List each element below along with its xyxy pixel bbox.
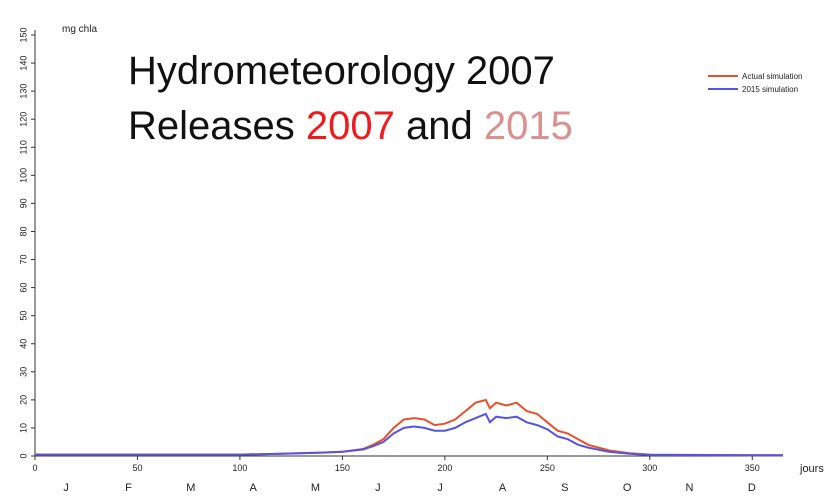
annotation-line2: Releases 2007 and 2015 bbox=[128, 104, 573, 148]
y-tick-label: 150 bbox=[18, 27, 28, 42]
month-label: J bbox=[375, 482, 381, 494]
month-label: A bbox=[499, 482, 507, 494]
month-label: M bbox=[311, 482, 320, 494]
annotation-line1: Hydrometeorology 2007 bbox=[128, 49, 555, 93]
month-label: N bbox=[686, 482, 694, 494]
x-tick-label: 0 bbox=[32, 463, 37, 473]
y-tick-label: 10 bbox=[18, 423, 28, 433]
y-tick-label: 70 bbox=[18, 255, 28, 265]
month-label: J bbox=[63, 482, 69, 494]
y-tick-label: 40 bbox=[18, 339, 28, 349]
month-label: S bbox=[561, 482, 568, 494]
y-tick-label: 0 bbox=[18, 453, 28, 458]
x-tick-label: 250 bbox=[540, 463, 555, 473]
legend-label: Actual simulation bbox=[742, 72, 802, 81]
annotation-part: 2007 bbox=[306, 104, 395, 148]
x-tick-label: 300 bbox=[642, 463, 657, 473]
x-axis-label: jours bbox=[799, 463, 824, 475]
month-label: A bbox=[249, 482, 257, 494]
y-tick-label: 130 bbox=[18, 84, 28, 99]
month-label: J bbox=[437, 482, 443, 494]
y-tick-label: 80 bbox=[18, 226, 28, 236]
y-tick-label: 30 bbox=[18, 367, 28, 377]
y-tick-label: 50 bbox=[18, 311, 28, 321]
month-label: M bbox=[186, 482, 195, 494]
x-tick-label: 50 bbox=[132, 463, 142, 473]
x-tick-label: 200 bbox=[437, 463, 452, 473]
y-tick-label: 120 bbox=[18, 112, 28, 127]
y-tick-label: 20 bbox=[18, 395, 28, 405]
x-tick-label: 350 bbox=[745, 463, 760, 473]
y-tick-label: 90 bbox=[18, 198, 28, 208]
x-tick-label: 150 bbox=[335, 463, 350, 473]
annotation-part: and bbox=[395, 104, 484, 148]
y-axis-label: mg chla bbox=[62, 24, 97, 35]
series-line bbox=[35, 412, 783, 457]
y-tick-label: 100 bbox=[18, 168, 28, 183]
x-tick-label: 100 bbox=[232, 463, 247, 473]
y-tick-label: 60 bbox=[18, 283, 28, 293]
y-tick-label: 110 bbox=[18, 140, 28, 154]
legend-label: 2015 simulation bbox=[742, 85, 798, 94]
month-label: F bbox=[125, 482, 132, 494]
month-label: O bbox=[623, 482, 632, 494]
y-tick-label: 140 bbox=[18, 56, 28, 71]
annotation-part: Releases bbox=[128, 104, 306, 148]
month-label: D bbox=[748, 482, 756, 494]
annotation-part: 2015 bbox=[484, 104, 573, 148]
